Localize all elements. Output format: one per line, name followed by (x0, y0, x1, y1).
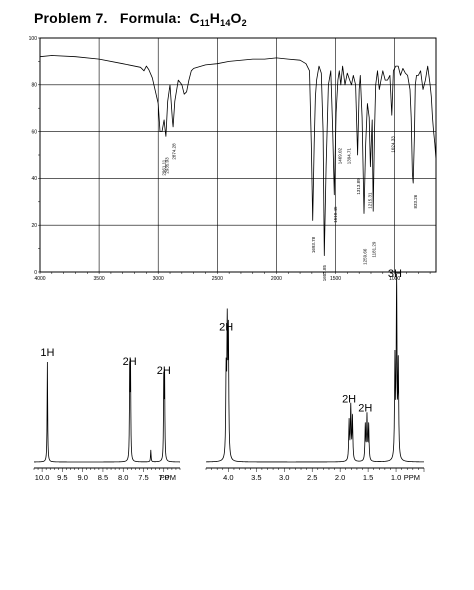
nmr-aromatic-spectrum-line (34, 358, 180, 463)
nmr-aromatic-tick-label: 8.5 (98, 473, 108, 482)
problem-title: Problem 7. Formula: C11H14O2 (34, 10, 247, 28)
nmr-aliphatic-axis-unit: PPM (404, 473, 420, 482)
ir-x-tick-label: 2500 (212, 276, 223, 282)
nmr-aromatic-tick-label: 10.0 (35, 473, 50, 482)
nmr-aromatic-integration-label: 2H (123, 356, 137, 368)
nmr-aliphatic-tick-label: 2.0 (335, 473, 345, 482)
nmr-aliphatic-tick-label: 4.0 (223, 473, 233, 482)
nmr-aromatic-tick-label: 7.5 (138, 473, 148, 482)
nmr-aromatic-integration-label: 1H (40, 347, 54, 359)
ir-peak-label: 2874.28 (172, 143, 177, 160)
ir-spectrum: 0 20 40 60 80 100 4000 3500 3000 2500 2000 1500 1000… (29, 36, 437, 282)
nmr-aliphatic-integration-label: 3H (388, 268, 402, 280)
ir-peak-label: 1259.66 (363, 248, 368, 265)
ir-peak-label: 1181.29 (372, 241, 377, 257)
nmr-aliphatic-tick-label: 2.5 (307, 473, 317, 482)
problem-number: Problem 7. (34, 10, 108, 26)
ir-y-tick-label: 40 (31, 176, 37, 182)
ir-peak-label: 1510.45 (333, 206, 338, 223)
ir-peak-label: 1603.85 (322, 264, 327, 281)
ir-y-tick-label: 80 (31, 83, 37, 89)
ir-peak-label: 1394.71 (347, 147, 352, 164)
formula-part: C (189, 10, 200, 26)
ir-peak-label: 1469.02 (338, 147, 343, 164)
nmr-aromatic-tick-label: 9.0 (77, 473, 87, 482)
nmr-aliphatic-tick-label: 3.5 (251, 473, 261, 482)
ir-peak-label: 1693.78 (311, 236, 316, 253)
formula-part: 2 (241, 18, 247, 28)
ir-peak-label: 2961.11 (161, 159, 166, 175)
ir-y-tick-label: 60 (31, 129, 37, 135)
ir-y-tick-label: 100 (29, 36, 38, 42)
ir-y-tick-label: 0 (34, 270, 37, 276)
formula-part: H (209, 10, 221, 26)
ir-x-tick-label: 1500 (330, 276, 341, 282)
ir-peak-label: 2935.03 (164, 157, 169, 174)
nmr-aliphatic-tick-label: 1.0 (391, 473, 401, 482)
molecular-formula: C11H14O2 (189, 10, 247, 28)
ir-peak-label: 1024.33 (390, 136, 395, 153)
formula-part: 11 (199, 18, 210, 28)
ir-y-tick-label: 20 (31, 223, 37, 229)
ir-peak-label: 1313.89 (356, 178, 361, 195)
nmr-aromatic-tick-label: 7.0 (159, 473, 169, 482)
ir-peak-label: 833.26 (413, 194, 418, 208)
ir-peak-label: 1215.31 (368, 192, 373, 209)
nmr-aliphatic-tick-label: 3.0 (279, 473, 289, 482)
nmr-aromatic-integration-label: 2H (157, 365, 171, 377)
nmr-aliphatic-integration-label: 2H (358, 402, 372, 414)
nmr-aromatic-axis-unit: PPM (160, 473, 176, 482)
ir-x-tick-label: 3000 (153, 276, 164, 282)
nmr-aromatic-tick-label: 9.5 (57, 473, 67, 482)
formula-part: O (230, 10, 242, 26)
formula-label: Formula: (119, 10, 182, 26)
ir-x-tick-label: 1000 (389, 276, 400, 282)
ir-x-tick-label: 4000 (34, 276, 45, 282)
nmr-aliphatic-integration-label: 2H (342, 393, 356, 405)
nmr-aliphatic-spectrum-line (206, 274, 425, 463)
nmr-aromatic-tick-label: 8.0 (118, 473, 128, 482)
ir-transmittance-line (39, 55, 437, 257)
nmr-aliphatic-integration-label: 2H (219, 322, 233, 334)
ir-x-tick-label: 3500 (94, 276, 105, 282)
ir-x-tick-label: 2000 (271, 276, 282, 282)
formula-part: 14 (220, 18, 231, 28)
nmr-aliphatic-tick-label: 1.5 (363, 473, 373, 482)
